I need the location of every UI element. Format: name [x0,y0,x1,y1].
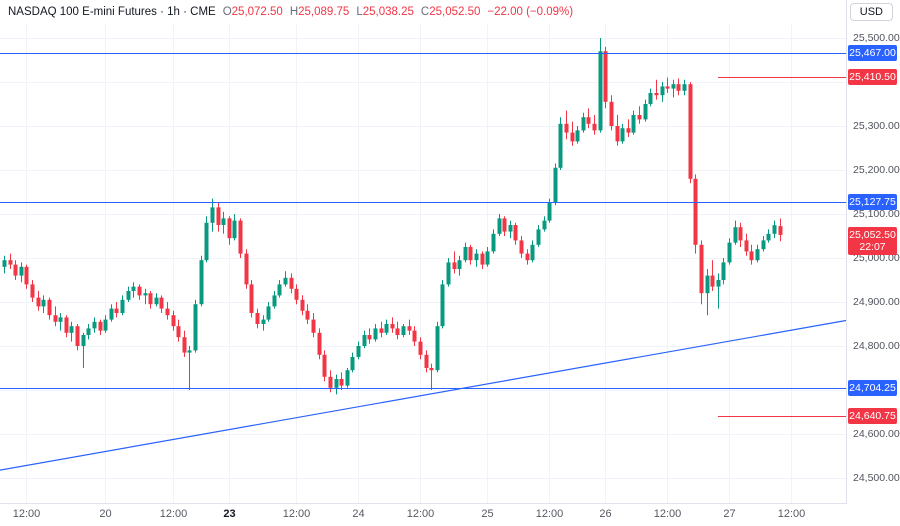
price-level-lines[interactable] [0,53,846,417]
chart-header: NASDAQ 100 E-mini Futures · 1h · CME O25,… [8,6,573,18]
price-axis-label: 24,500.00 [853,472,900,484]
last-price-label[interactable]: 25,052.50 22:07 [848,226,897,255]
time-axis-label: 12:00 [777,508,806,520]
candles [2,38,783,395]
price-axis-label: 24,600.00 [853,428,900,440]
low-label: L [356,6,363,18]
last-price-value: 25,052.50 [849,228,896,241]
time-axis-label: 12:00 [406,508,435,520]
price-axis-label: 25,300.00 [853,120,900,132]
high-value: 25,089.75 [298,6,350,18]
time-axis-label: 25 [481,508,494,520]
low-value: 25,038.25 [362,6,414,18]
price-axis-label: 24,800.00 [853,340,900,352]
time-axis-label: 27 [723,508,736,520]
price-axis-label: 25,000.00 [853,252,900,264]
price-axis-label: 25,200.00 [853,164,900,176]
price-line-label[interactable]: 24,704.25 [848,380,897,397]
time-axis-label: 12:00 [535,508,564,520]
time-axis-label: 12:00 [282,508,311,520]
time-axis-label: 24 [352,508,365,520]
high-label: H [289,6,299,18]
symbol-title[interactable]: NASDAQ 100 E-mini Futures · 1h · CME [8,6,216,18]
bar-countdown: 22:07 [859,240,886,253]
price-line-label[interactable]: 25,410.50 [848,69,897,86]
time-axis-label: 12:00 [12,508,41,520]
trendline[interactable] [0,319,847,471]
time-axis[interactable]: 12:00 20 12:00 23 12:00 24 12:00 25 12:00 26 12:00… [0,503,900,526]
price-line-label[interactable]: 25,467.00 [848,44,897,61]
price-axis-label: 25,500.00 [853,32,900,44]
price-line-label[interactable]: 25,127.75 [848,193,897,210]
gridlines [0,24,846,504]
open-value: 25,072.50 [231,6,283,18]
price-axis[interactable]: 25,500.00 25,300.00 25,200.00 25,100.00 25,0… [846,0,900,504]
close-label: C [420,6,430,18]
time-axis-label: 23 [223,508,236,520]
price-axis-label: 25,100.00 [853,208,900,220]
time-axis-label: 12:00 [159,508,188,520]
time-axis-label: 20 [99,508,112,520]
close-value: 25,052.50 [429,6,481,18]
price-axis-label: 24,900.00 [853,296,900,308]
time-axis-label: 12:00 [653,508,682,520]
currency-button[interactable]: USD [849,3,893,21]
change-value: −22.00 (−0.09%) [487,6,574,18]
time-axis-label: 26 [599,508,612,520]
price-line-label[interactable]: 24,640.75 [848,408,897,425]
open-label: O [222,6,232,18]
